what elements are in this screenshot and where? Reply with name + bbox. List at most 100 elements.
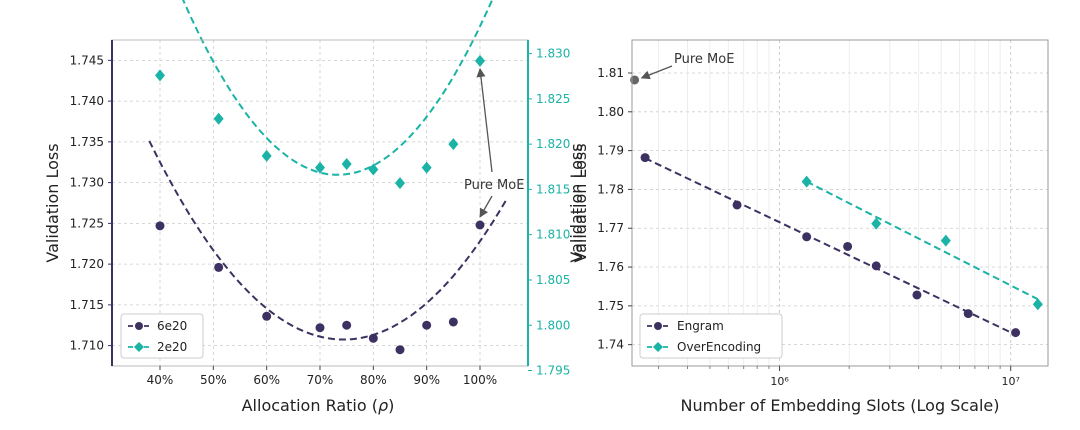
y-tick-label: 1.78 xyxy=(597,182,624,196)
point-6e20 xyxy=(448,317,458,327)
fit-curve-6e20 xyxy=(148,140,508,341)
point-2e20 xyxy=(368,163,379,176)
y-tick-label: 1.77 xyxy=(597,221,624,235)
point-engram xyxy=(1011,328,1021,338)
pure-moe-arrow xyxy=(476,67,493,173)
point-engram xyxy=(732,200,742,210)
left-data-points xyxy=(155,54,485,355)
x-tick-label: 60% xyxy=(253,373,280,387)
y-tick-label: 1.735 xyxy=(70,135,104,149)
x-tick-label: 90% xyxy=(413,373,440,387)
fit-curve-2e20 xyxy=(182,0,494,176)
point-2e20 xyxy=(315,161,325,174)
y2-tick-label: 1.795 xyxy=(536,364,570,378)
y-tick-label: 1.740 xyxy=(70,94,104,108)
point-6e20 xyxy=(315,323,325,333)
point-2e20 xyxy=(421,161,432,174)
point-2e20 xyxy=(261,149,272,162)
point-engram xyxy=(843,241,853,251)
y2-tick-label: 1.810 xyxy=(536,228,570,242)
left-y-axis-label: Validation Loss xyxy=(43,143,62,262)
y2-tick-label: 1.805 xyxy=(536,273,570,287)
legend-marker-2e20 xyxy=(134,342,144,352)
point-engram xyxy=(802,232,812,242)
point-pure-moe xyxy=(630,75,640,85)
point-6e20 xyxy=(395,345,405,355)
legend-label-overencoding: OverEncoding xyxy=(677,340,761,354)
right-y-axis-label: Validation Loss xyxy=(567,143,586,262)
y-tick-label: 1.745 xyxy=(70,53,104,67)
left-x-axis-label: Allocation Ratio (ρ) xyxy=(242,396,395,415)
y2-tick-label: 1.815 xyxy=(536,182,570,196)
left-y2-axis-label: Validation Loss xyxy=(571,143,590,262)
left-legend: 6e20 2e20 xyxy=(120,313,204,359)
point-6e20 xyxy=(368,333,378,343)
point-overencoding xyxy=(801,175,812,188)
y-tick-label: 1.76 xyxy=(597,260,624,274)
y-tick-label: 1.79 xyxy=(597,144,624,158)
point-engram xyxy=(640,153,650,163)
y2-tick-label: 1.830 xyxy=(536,47,570,61)
pure-moe-arrow xyxy=(479,195,493,218)
x-tick-label: 10⁶ xyxy=(770,375,789,388)
left-y-ticks: 1.710 1.715 1.720 1.725 1.730 1.735 1.740 1.745 xyxy=(70,53,112,353)
point-2e20 xyxy=(475,54,485,67)
y2-tick-label: 1.800 xyxy=(536,318,570,332)
x-tick-label: 50% xyxy=(200,373,227,387)
legend-label-6e20: 6e20 xyxy=(157,319,187,333)
right-fit-lines xyxy=(644,157,1039,336)
right-data-points xyxy=(630,75,1043,338)
pure-moe-annotation-right: Pure MoE xyxy=(640,52,734,80)
point-engram xyxy=(912,290,922,300)
point-overencoding xyxy=(871,217,882,230)
point-engram xyxy=(963,309,973,319)
y-tick-label: 1.730 xyxy=(70,176,104,190)
y-tick-label: 1.715 xyxy=(70,298,104,312)
right-legend: Engram OverEncoding xyxy=(639,313,783,359)
pure-moe-label-right: Pure MoE xyxy=(674,52,734,67)
fit-line-engram xyxy=(644,157,1017,336)
legend-marker-engram xyxy=(654,322,662,330)
y-tick-label: 1.725 xyxy=(70,216,104,230)
right-y-ticks: 1.74 1.75 1.76 1.77 1.78 1.79 1.80 1.81 xyxy=(597,66,632,352)
y-tick-label: 1.80 xyxy=(597,105,624,119)
y-tick-label: 1.74 xyxy=(597,338,624,352)
y-tick-label: 1.81 xyxy=(597,66,624,80)
legend-marker-6e20 xyxy=(135,322,143,330)
x-tick-label: 10⁷ xyxy=(1001,375,1019,388)
point-2e20 xyxy=(341,158,352,171)
legend-marker-overencoding xyxy=(653,342,663,352)
right-chart: 10⁶ 10⁷ 1.741.751.761.771.781.791.801.81 … xyxy=(567,39,1049,415)
x-tick-label: 70% xyxy=(307,373,334,387)
pure-moe-annotation-left: Pure MoE xyxy=(464,67,524,218)
x-tick-label: 100% xyxy=(463,373,497,387)
right-x-ticks: 10⁶ 10⁷ xyxy=(658,366,1020,388)
y-tick-label: 1.75 xyxy=(597,299,624,313)
point-overencoding xyxy=(1032,298,1043,311)
right-x-axis-label: Number of Embedding Slots (Log Scale) xyxy=(681,396,1000,415)
left-fit-curves xyxy=(148,0,508,341)
point-6e20 xyxy=(155,221,165,231)
left-x-ticks: 40% 50% 60% 70% 80% 90% 100% xyxy=(147,366,497,387)
point-2e20 xyxy=(395,177,405,190)
left-gridlines xyxy=(112,40,528,366)
y2-tick-label: 1.825 xyxy=(536,92,570,106)
point-engram xyxy=(871,261,881,271)
y-tick-label: 1.720 xyxy=(70,257,104,271)
left-chart: 40% 50% 60% 70% 80% 90% 100% 1.7101.7151.7201.… xyxy=(43,0,590,415)
x-tick-label: 80% xyxy=(360,373,387,387)
right-gridlines xyxy=(632,40,1048,366)
point-6e20 xyxy=(342,320,352,330)
point-2e20 xyxy=(155,69,165,82)
pure-moe-label-left: Pure MoE xyxy=(464,178,524,193)
pure-moe-arrow xyxy=(640,65,673,80)
point-2e20 xyxy=(448,138,459,151)
point-2e20 xyxy=(213,112,224,125)
legend-label-2e20: 2e20 xyxy=(157,340,187,354)
y2-tick-label: 1.820 xyxy=(536,137,570,151)
legend-label-engram: Engram xyxy=(677,319,724,333)
y-tick-label: 1.710 xyxy=(70,339,104,353)
fit-line-overencoding xyxy=(806,180,1039,301)
x-tick-label: 40% xyxy=(147,373,174,387)
